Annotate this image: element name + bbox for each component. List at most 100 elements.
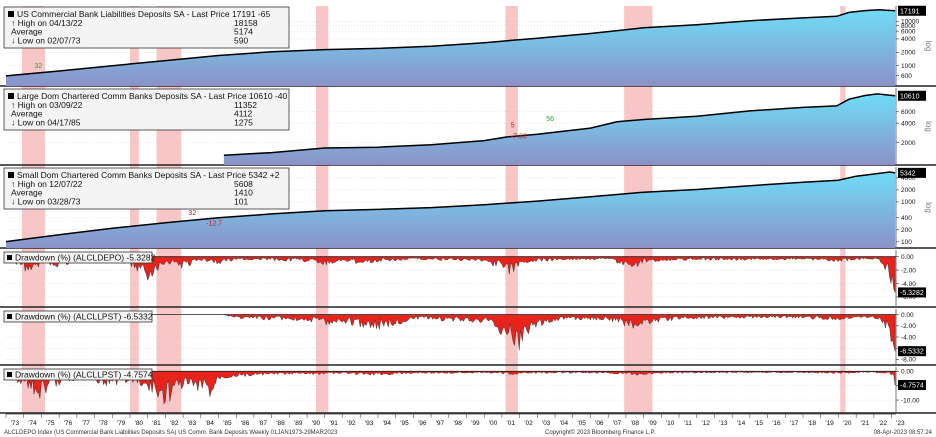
- panel-3: 100 200 400 1000 2000 4000 log 5342: [0, 167, 936, 249]
- legend-boxes: US Commercial Bank Liabilities Deposits …: [3, 6, 554, 381]
- y-tick-label: 8000: [901, 23, 916, 30]
- y-tick-label: 4000: [901, 36, 916, 43]
- legend-stat-label: ↑ High on 04/13/22: [11, 18, 83, 28]
- x-tick-label: '75: [46, 420, 55, 427]
- series-line: [223, 93, 896, 156]
- x-tick-label: '93: [365, 420, 374, 427]
- x-tick-label: '96: [418, 420, 427, 427]
- x-tick-label: '11: [684, 420, 692, 427]
- legend-stat-label: ↓ Low on 02/07/73: [11, 35, 81, 45]
- legend-box: [3, 88, 290, 131]
- y-tick-label: 600: [901, 73, 912, 80]
- last-value-box: [898, 379, 926, 390]
- legend-panel-2: Large Dom Chartered Comm Banks Deposits …: [3, 88, 290, 131]
- last-value-box: [898, 90, 926, 101]
- legend-stat-value: 1275: [234, 117, 253, 127]
- legend-stat-value: 18158: [234, 18, 258, 28]
- y-tick-label: 6000: [901, 28, 916, 35]
- y-tick-label: 100: [901, 239, 912, 246]
- y-tick-label: -4.00: [901, 334, 916, 341]
- x-tick-label: '84: [205, 420, 214, 427]
- x-tick-label: '05: [577, 420, 586, 427]
- footer-center: Copyright© 2023 Bloomberg Finance L.P.: [545, 429, 656, 436]
- x-tick-label: '91: [329, 420, 338, 427]
- y-tick-label: -2.00: [901, 323, 916, 330]
- chart-annotation: 56: [546, 116, 554, 123]
- legend-stat-value: 5174: [234, 27, 253, 37]
- legend-stat-label: Average: [11, 27, 43, 37]
- last-value-label: -5.3282: [900, 290, 924, 297]
- x-tick-label: '82: [170, 420, 179, 427]
- axis-note: log: [924, 41, 933, 52]
- x-tick-label: '15: [754, 420, 763, 427]
- x-tick-label: '89: [294, 420, 303, 427]
- legend-box: [3, 368, 153, 381]
- legend-stat-value: 590: [234, 35, 248, 45]
- legend-stat-label: Average: [11, 188, 43, 198]
- y-tick-label: -8.00: [901, 357, 916, 364]
- last-value-box: [898, 346, 926, 357]
- last-value-label: -4.7574: [900, 382, 924, 389]
- panel-2: 2000 4000 6000 log 10610: [0, 88, 936, 166]
- x-tick-label: '88: [276, 420, 285, 427]
- y-tick-label: 0.00: [901, 369, 914, 376]
- y-tick-label: 0.00: [901, 312, 914, 319]
- series-line: [5, 171, 896, 243]
- legend-swatch: [8, 93, 14, 99]
- legend-panel-1: US Commercial Bank Liabilities Deposits …: [3, 6, 290, 49]
- y-tick-label: 6000: [901, 109, 916, 116]
- legend-stat-label: Average: [11, 109, 43, 119]
- last-value-label: 10610: [900, 93, 920, 100]
- x-tick-label: '09: [648, 420, 657, 427]
- legend-panel-5: Drawdown (%) (ALCLLPST) -6.5332: [3, 310, 153, 323]
- x-tick-label: '99: [471, 420, 480, 427]
- x-tick-label: '19: [825, 420, 834, 427]
- x-tick-label: '21: [861, 420, 870, 427]
- x-tick-label: '81: [152, 420, 161, 427]
- legend-title: Small Dom Chartered Comm Banks Deposits …: [17, 170, 280, 180]
- recession-band: [129, 6, 139, 413]
- legend-box: [3, 167, 290, 210]
- legend-panel-4: Drawdown (%) (ALCLDEPO) -5.3282: [3, 251, 156, 264]
- chart-annotation: -12.7: [206, 220, 222, 227]
- legend-swatch: [8, 11, 14, 17]
- legend-stat-value: 4112: [234, 109, 253, 119]
- legend-panel-3: Small Dom Chartered Comm Banks Deposits …: [3, 167, 290, 210]
- legend-swatch: [7, 314, 12, 319]
- footer-right: 08-Apr-2023 08:57:24: [874, 430, 933, 436]
- legend-stat-label: ↓ Low on 04/17/85: [11, 117, 81, 127]
- series-line: [5, 8, 896, 77]
- x-tick-label: '22: [878, 420, 887, 427]
- legend-stat-label: ↑ High on 12/07/22: [11, 179, 83, 189]
- legend-box: [3, 6, 290, 49]
- y-tick-label: 2000: [901, 50, 916, 57]
- x-tick-label: '10: [666, 420, 675, 427]
- legend-stat-label: ↑ High on 03/09/22: [11, 100, 83, 110]
- last-value-label: 5342: [900, 170, 916, 177]
- chart-annotation: 5: [511, 123, 515, 130]
- y-tick-label: -6.00: [901, 294, 916, 301]
- y-tick-label: 400: [901, 215, 912, 222]
- legend-stat-value: 5608: [234, 179, 253, 189]
- recession-band: [315, 6, 329, 413]
- series-area: [6, 9, 896, 87]
- x-tick-label: '03: [542, 420, 551, 427]
- last-value-box: [898, 287, 926, 298]
- legend-title: Drawdown (%) (ALCLDEPO) -5.3282: [15, 253, 156, 263]
- x-tick-label: '16: [772, 420, 781, 427]
- x-tick-label: '76: [64, 420, 73, 427]
- x-tick-label: '90: [312, 420, 321, 427]
- drawdown-area: [223, 314, 896, 352]
- x-tick-label: '85: [223, 420, 232, 427]
- footer-left: ALCLDEPO Index (US Commercial Bank Liabi…: [4, 430, 338, 436]
- x-tick-label: '14: [737, 420, 746, 427]
- last-value-box: [898, 5, 926, 16]
- y-tick-label: 0.00: [901, 254, 914, 261]
- y-tick-label: 10000: [901, 19, 919, 26]
- y-tick-label: 4000: [901, 120, 916, 127]
- x-tick-label: '18: [808, 420, 817, 427]
- y-tick-label: 1000: [901, 199, 916, 206]
- last-value-box: [898, 167, 926, 178]
